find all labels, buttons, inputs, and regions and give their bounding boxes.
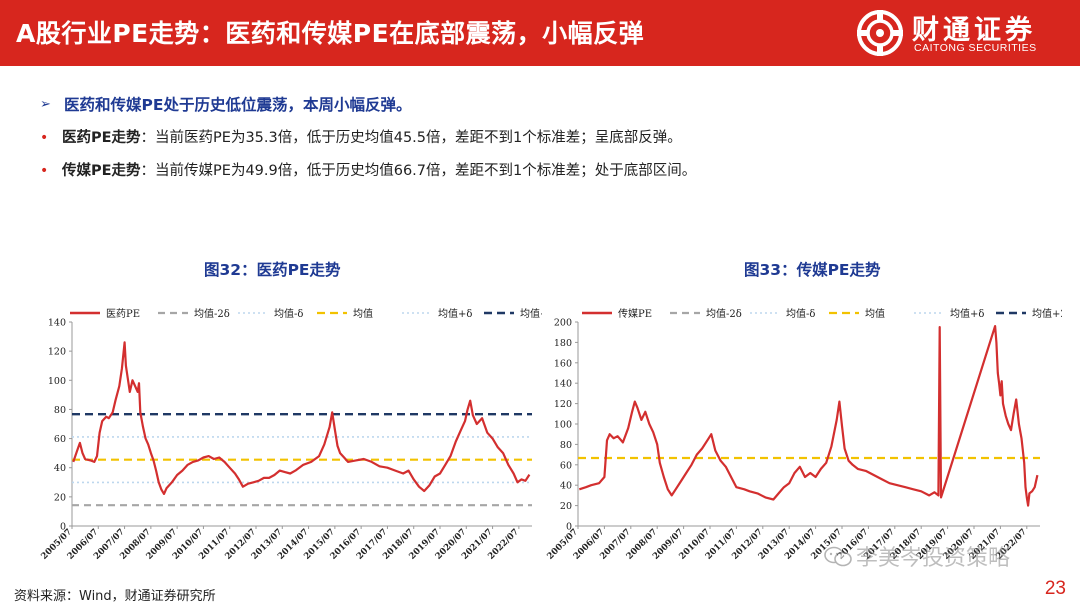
bullet-text: ：当前传媒PE为49.9倍，低于历史均值66.7倍，差距不到1个标准差；处于底部… — [140, 163, 697, 179]
legend-mean-minus-sd: 均值-δ — [750, 307, 815, 320]
pharma-pe-chart: 医药PE 均值-2δ 均值-δ 均值 均值+δ 均值+2δ 0 20 40 60 80 100 120 1… — [39, 307, 542, 562]
summary-headline-text: 医药和传媒PE处于历史低位震荡，本周小幅反弹。 — [64, 96, 412, 114]
legend-mean-minus-2sd: 均值-2δ — [670, 307, 742, 320]
legend-label: 均值+2δ — [520, 307, 542, 320]
media-pe-chart: 传媒PE 均值-2δ 均值-δ 均值 均值+δ 均值+2δ 0 20 40 60 80 100 120 1… — [545, 307, 1062, 562]
y-tick-label: 60 — [54, 434, 66, 445]
y-tick-label: 0 — [60, 522, 66, 533]
page-number: 23 — [1044, 578, 1066, 599]
y-tick-label: 40 — [560, 481, 572, 492]
figure-title-pharma: 图32：医药PE走势 — [204, 261, 341, 279]
chart-legend: 传媒PE 均值-2δ 均值-δ 均值 均值+δ 均值+2δ — [582, 307, 1062, 320]
y-tick-label: 140 — [554, 379, 572, 390]
axes — [71, 322, 532, 527]
legend-mean-plus-2sd: 均值+2δ — [996, 307, 1062, 320]
y-tick-label: 200 — [554, 318, 572, 329]
bullet-dot-icon: • — [40, 130, 49, 146]
bullet-text: ：当前医药PE为35.3倍，低于历史均值45.5倍，差距不到1个标准差；呈底部反… — [140, 130, 682, 146]
summary-headline: ➢ 医药和传媒PE处于历史低位震荡，本周小幅反弹。 — [40, 92, 1050, 118]
y-tick-label: 60 — [560, 460, 572, 471]
y-tick-label: 80 — [54, 405, 66, 416]
legend-label: 均值 — [865, 307, 885, 320]
y-tick-label: 120 — [48, 347, 66, 358]
logo-english-name: CAITONG SECURITIES — [914, 42, 1037, 54]
y-tick-labels: 0 20 40 60 80 100 120 140 160 180 200 — [554, 318, 578, 533]
wechat-watermark: 李美岑投资策略 — [820, 540, 1050, 572]
legend-mean-plus-sd: 均值+δ — [402, 307, 472, 320]
legend-label: 均值-δ — [274, 307, 303, 320]
y-tick-label: 20 — [560, 501, 572, 512]
legend-mean-plus-2sd: 均值+2δ — [484, 307, 542, 320]
y-tick-label: 100 — [554, 420, 572, 431]
brand-logo: 财通证券 CAITONG SECURITIES — [856, 6, 1066, 60]
header-bar: A股行业PE走势：医药和传媒PE在底部震荡，小幅反弹 财通证券 CAITONG … — [0, 0, 1080, 66]
summary-bullets: ➢ 医药和传媒PE处于历史低位震荡，本周小幅反弹。 • 医药PE走势：当前医药P… — [40, 92, 1050, 184]
series-line — [72, 341, 531, 495]
axes — [577, 322, 1040, 527]
bullet-item-media: • 传媒PE走势：当前传媒PE为49.9倍，低于历史均值66.7倍，差距不到1个… — [40, 158, 1050, 184]
y-tick-label: 180 — [554, 338, 572, 349]
source-note: 资料来源：Wind，财通证券研究所 — [14, 589, 216, 604]
legend-label: 医药PE — [106, 308, 140, 320]
legend-label: 均值+δ — [438, 307, 472, 320]
y-tick-label: 80 — [560, 440, 572, 451]
y-tick-label: 160 — [554, 358, 572, 369]
y-tick-label: 40 — [54, 463, 66, 474]
y-tick-label: 140 — [48, 318, 66, 329]
logo-emblem-icon — [857, 10, 903, 56]
x-tick-labels: 2005/072006/072007/072008/072009/072010/… — [39, 526, 521, 562]
y-tick-label: 20 — [54, 492, 66, 503]
wechat-icon — [824, 546, 852, 567]
legend-mean: 均值 — [829, 307, 885, 320]
legend-label: 均值-δ — [786, 307, 815, 320]
legend-mean-plus-sd: 均值+δ — [914, 307, 984, 320]
legend-label: 均值 — [353, 307, 373, 320]
bullet-item-pharma: • 医药PE走势：当前医药PE为35.3倍，低于历史均值45.5倍，差距不到1个… — [40, 125, 1050, 151]
bullet-dot-icon: • — [40, 163, 49, 179]
logo-chinese-name: 财通证券 — [912, 15, 1036, 46]
legend-label: 传媒PE — [618, 308, 652, 320]
legend-label: 均值+δ — [950, 307, 984, 320]
legend-series: 传媒PE — [582, 308, 652, 320]
y-tick-labels: 0 20 40 60 80 100 120 140 — [48, 318, 72, 533]
chart-legend: 医药PE 均值-2δ 均值-δ 均值 均值+δ 均值+2δ — [70, 307, 542, 320]
y-tick-label: 100 — [48, 376, 66, 387]
bullet-keyword: 医药PE走势 — [62, 130, 141, 146]
y-tick-label: 120 — [554, 399, 572, 410]
legend-mean: 均值 — [317, 307, 373, 320]
legend-mean-minus-2sd: 均值-2δ — [158, 307, 230, 320]
legend-label: 均值-2δ — [706, 307, 742, 320]
watermark-text: 李美岑投资策略 — [856, 546, 1011, 571]
legend-label: 均值+2δ — [1032, 307, 1062, 320]
chevron-right-icon: ➢ — [40, 97, 51, 112]
bullet-keyword: 传媒PE走势 — [62, 163, 141, 179]
y-tick-label: 0 — [566, 522, 572, 533]
figure-title-media: 图33：传媒PE走势 — [744, 261, 881, 279]
reference-bands — [72, 413, 532, 507]
series-line — [578, 325, 1039, 507]
legend-label: 均值-2δ — [194, 307, 230, 320]
legend-series: 医药PE — [70, 308, 140, 320]
page-title: A股行业PE走势：医药和传媒PE在底部震荡，小幅反弹 — [16, 19, 645, 48]
legend-mean-minus-sd: 均值-δ — [238, 307, 303, 320]
